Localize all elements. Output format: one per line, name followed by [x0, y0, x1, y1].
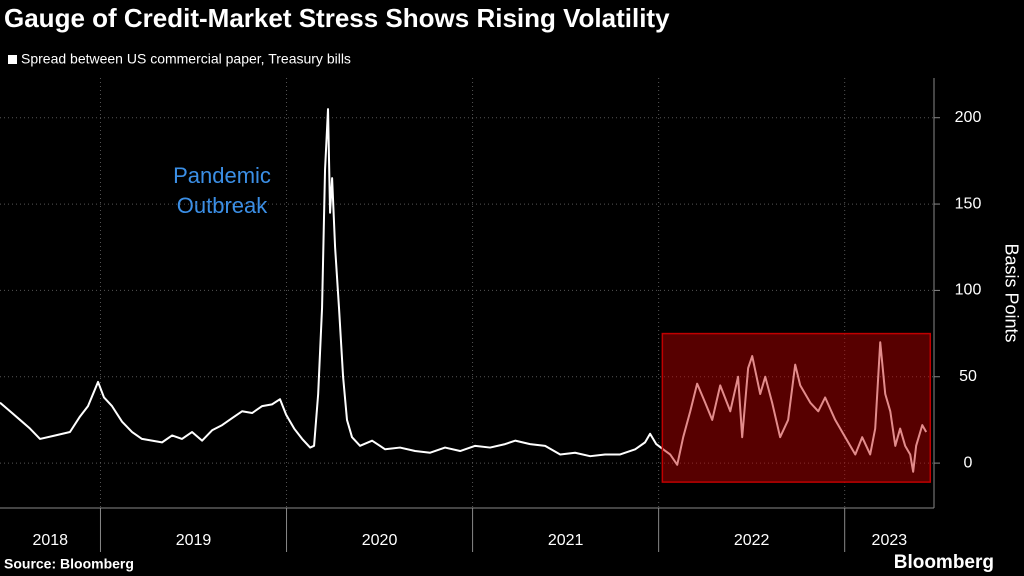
x-tick-label: 2020 — [362, 532, 398, 549]
chart-title: Gauge of Credit-Market Stress Shows Risi… — [4, 3, 670, 33]
y-tick-label: 100 — [955, 282, 982, 299]
line-series — [0, 108, 928, 473]
y-axis-label: Basis Points — [1001, 243, 1021, 342]
y-tick-label: 150 — [955, 195, 982, 212]
legend-label: Spread between US commercial paper, Trea… — [21, 51, 351, 67]
x-tick-label: 2022 — [734, 532, 770, 549]
y-tick-label: 50 — [959, 368, 977, 385]
x-tick-label: 2023 — [872, 532, 908, 549]
x-tick-label: 2019 — [176, 532, 212, 549]
x-tick-label: 2018 — [32, 532, 68, 549]
logo: Bloomberg — [894, 552, 994, 573]
annotation: Outbreak — [177, 193, 268, 218]
source: Source: Bloomberg — [4, 556, 134, 572]
x-tick-label: 2021 — [548, 532, 584, 549]
y-tick-label: 0 — [964, 454, 973, 471]
y-tick-label: 200 — [955, 109, 982, 126]
highlight-box — [661, 332, 932, 483]
legend-swatch — [8, 55, 17, 64]
annotation: Pandemic — [173, 163, 271, 188]
